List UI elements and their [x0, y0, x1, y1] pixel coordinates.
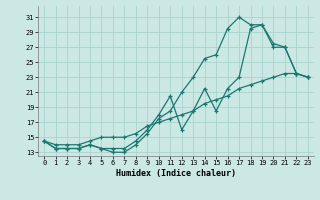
X-axis label: Humidex (Indice chaleur): Humidex (Indice chaleur) [116, 169, 236, 178]
